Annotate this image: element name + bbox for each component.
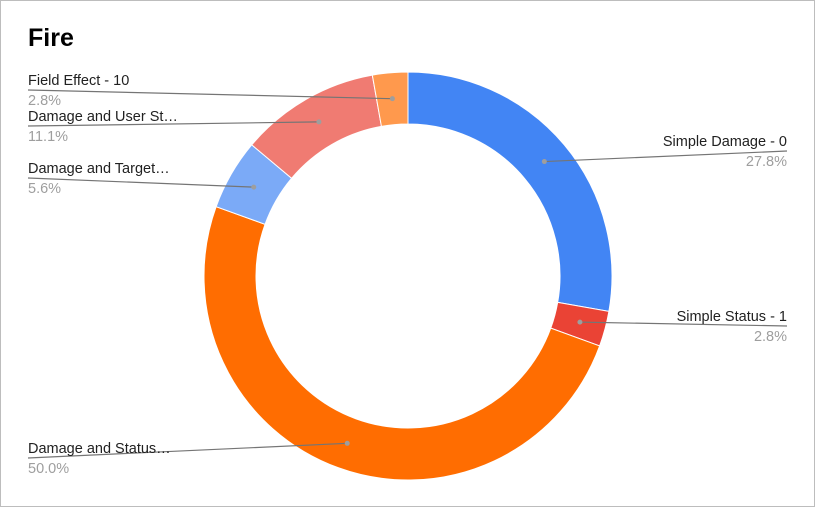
- leader-dot-3: [251, 184, 257, 190]
- slice-percent-0: 27.8%: [746, 154, 787, 170]
- leader-line-3: [27, 177, 254, 188]
- slice-percent-5: 2.8%: [28, 93, 61, 109]
- slice-0[interactable]: [407, 71, 613, 312]
- leader-line-4: [27, 121, 319, 127]
- slice-label-3: Damage and Target…: [28, 161, 170, 177]
- slice-percent-1: 2.8%: [754, 329, 787, 345]
- leader-line-5: [27, 89, 393, 100]
- slice-label-4: Damage and User St…: [28, 109, 178, 125]
- slice-label-5: Field Effect - 10: [28, 73, 129, 89]
- leader-dot-0: [541, 159, 547, 165]
- leader-line-1: [579, 321, 788, 327]
- slice-percent-3: 5.6%: [28, 181, 61, 197]
- chart-title: Fire: [28, 24, 74, 52]
- slice-label-2: Damage and Status…: [28, 441, 171, 457]
- slice-label-0: Simple Damage - 0: [663, 134, 787, 150]
- slice-percent-4: 11.1%: [28, 129, 68, 145]
- leader-dot-1: [577, 319, 583, 325]
- leader-dot-2: [344, 440, 350, 446]
- slice-2[interactable]: [203, 206, 601, 481]
- slice-percent-2: 50.0%: [28, 461, 69, 477]
- leader-dot-5: [389, 96, 395, 102]
- leader-line-2: [27, 442, 348, 459]
- leader-line-0: [544, 150, 788, 163]
- slice-label-1: Simple Status - 1: [677, 309, 787, 325]
- leader-dot-4: [316, 119, 322, 125]
